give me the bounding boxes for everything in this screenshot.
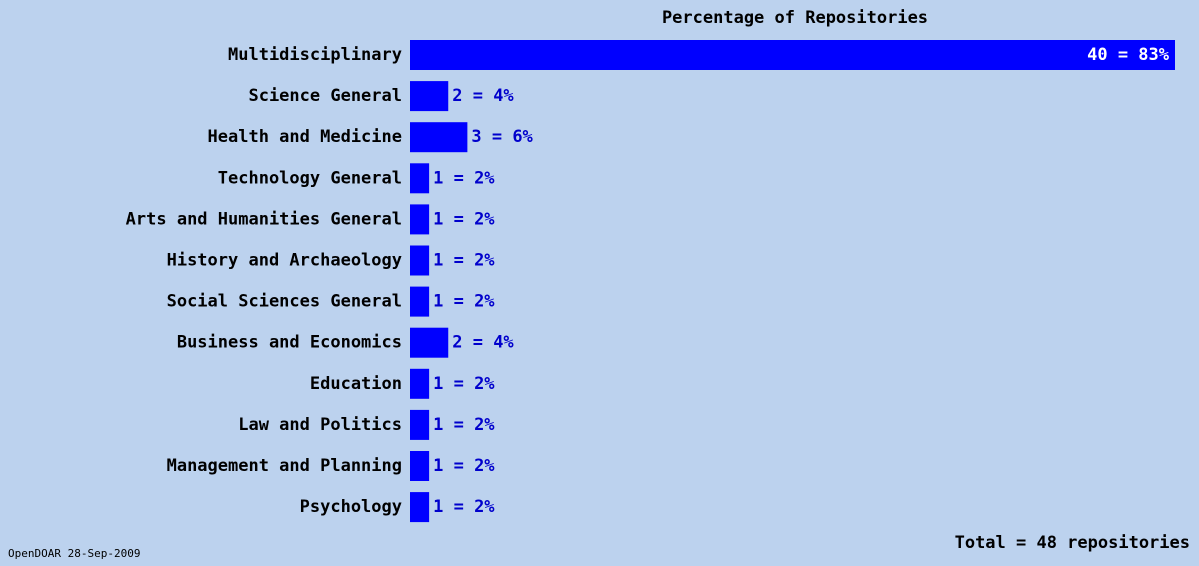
bar xyxy=(410,81,449,112)
category-label: Business and Economics xyxy=(177,333,402,353)
category-label: Social Sciences General xyxy=(167,292,402,312)
value-label: 1 = 2% xyxy=(433,456,495,476)
value-label: 1 = 2% xyxy=(433,209,495,229)
category-label: Law and Politics xyxy=(238,415,402,435)
category-label: Management and Planning xyxy=(167,456,402,476)
value-label: 3 = 6% xyxy=(471,127,533,147)
category-label: Technology General xyxy=(218,168,402,188)
value-label: 2 = 4% xyxy=(452,333,514,353)
bar xyxy=(410,40,1175,70)
category-label: Multidisciplinary xyxy=(228,45,402,65)
bar xyxy=(410,492,430,523)
bar xyxy=(410,327,449,358)
category-label: History and Archaeology xyxy=(167,251,402,271)
category-label: Science General xyxy=(248,86,402,106)
category-label: Health and Medicine xyxy=(208,127,402,147)
chart-title: Percentage of Repositories xyxy=(662,8,928,28)
total-label: Total = 48 repositories xyxy=(955,533,1190,553)
category-label: Arts and Humanities General xyxy=(126,209,402,229)
value-label: 1 = 2% xyxy=(433,251,495,271)
category-label: Psychology xyxy=(300,497,402,517)
bar xyxy=(410,451,430,481)
value-label: 1 = 2% xyxy=(433,292,495,312)
category-label: Education xyxy=(310,374,402,394)
bar xyxy=(410,204,430,235)
value-label: 2 = 4% xyxy=(452,86,514,106)
value-label: 1 = 2% xyxy=(433,497,495,517)
bar xyxy=(410,286,430,317)
value-label: 40 = 83% xyxy=(1087,45,1170,65)
value-label: 1 = 2% xyxy=(433,415,495,435)
value-label: 1 = 2% xyxy=(433,374,495,394)
bar xyxy=(410,163,430,194)
bar xyxy=(410,245,430,276)
bar xyxy=(410,409,430,440)
bar xyxy=(410,122,468,153)
bar xyxy=(410,368,430,399)
value-label: 1 = 2% xyxy=(433,168,495,188)
source-label: OpenDOAR 28-Sep-2009 xyxy=(8,547,140,560)
